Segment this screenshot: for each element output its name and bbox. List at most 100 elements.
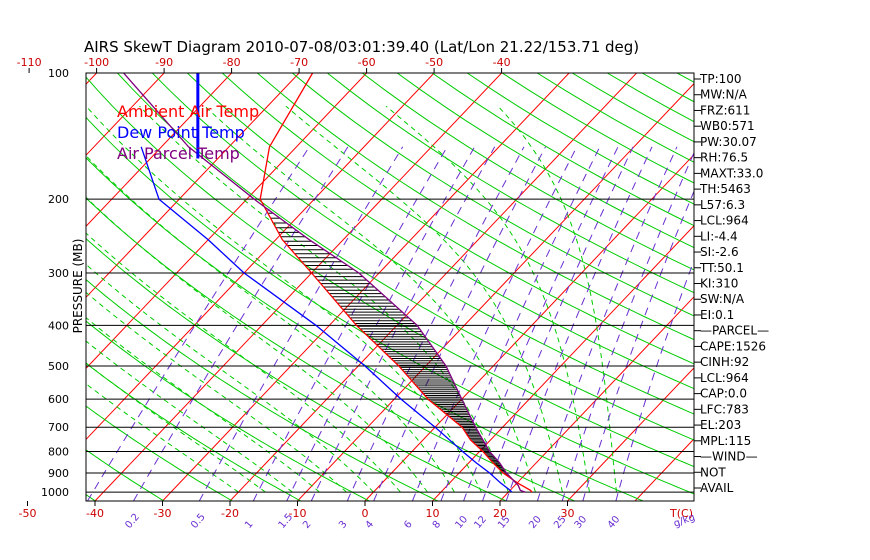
- dry-adiabat-line: [151, 73, 694, 415]
- isotherm-line: [94, 73, 502, 501]
- mixing-ratio-label: 10: [453, 514, 470, 531]
- top-temp-label: -100: [84, 56, 109, 69]
- top-temp-label: -80: [223, 56, 241, 69]
- dry-adiabat-line: [0, 73, 27, 501]
- pressure-tick-label: 200: [48, 193, 69, 206]
- pressure-tick-label: 600: [48, 393, 69, 406]
- mixing-ratio-line: [505, 146, 653, 501]
- top-temp-label: -70: [290, 56, 308, 69]
- index-value: EL:203: [700, 418, 741, 432]
- moist-adiabat-line: [204, 105, 536, 493]
- index-value: KI:310: [700, 277, 738, 291]
- mixing-ratio-label: 1: [243, 519, 256, 531]
- index-value: L57:6.3: [700, 198, 745, 212]
- isotherm-line: [86, 73, 232, 227]
- dry-adiabat-line: [86, 238, 507, 501]
- index-value: LI:-4.4: [700, 229, 738, 243]
- dry-adiabat-line: [86, 405, 233, 501]
- index-value: MPL:115: [700, 434, 751, 448]
- top-temp-label: -110: [17, 56, 42, 69]
- moist-adiabat-line: [86, 105, 482, 493]
- dry-adiabat-line: [291, 73, 694, 317]
- chart-title: AIRS SkewT Diagram 2010-07-08/03:01:39.4…: [84, 38, 639, 56]
- index-value: AVAIL: [700, 481, 734, 495]
- moist-adiabat-line: [86, 263, 374, 493]
- index-value: LFC:783: [700, 402, 749, 416]
- moist-adiabat-line: [86, 232, 401, 493]
- dry-adiabat-line: [86, 116, 694, 495]
- mixing-ratio-line: [582, 190, 694, 501]
- legend-dew-point-temp: Dew Point Temp: [117, 123, 245, 142]
- dry-adiabat-line: [256, 73, 694, 341]
- pressure-tick-label: 500: [48, 360, 69, 373]
- index-value: WB0:571: [700, 119, 755, 133]
- index-value: LCL:964: [700, 371, 749, 385]
- isotherm-line: [86, 73, 367, 370]
- dry-adiabat-line: [86, 320, 370, 501]
- moist-adiabat-line: [86, 291, 347, 493]
- index-value: TT:50.1: [699, 261, 744, 275]
- plot-frame: [85, 72, 695, 502]
- index-value: —WIND—: [700, 450, 758, 464]
- pressure-tick-label: 900: [48, 467, 69, 480]
- isotherm-line: [499, 296, 694, 501]
- pressure-tick-label: 1000: [41, 486, 69, 499]
- dry-adiabat-line: [396, 73, 694, 249]
- pressure-tick-label: 400: [48, 319, 69, 332]
- index-value: MW:N/A: [700, 88, 748, 102]
- mixing-ratio-label: 4: [364, 519, 377, 531]
- pressure-tick-label: 100: [48, 67, 69, 80]
- profile-air-parcel-temp: [123, 73, 526, 493]
- pressure-tick-label: 800: [48, 446, 69, 459]
- moist-adiabat-line: [86, 317, 320, 493]
- isotherm-line: [567, 367, 694, 501]
- isotherm-line: [0, 73, 29, 501]
- moist-adiabat-line: [86, 362, 266, 493]
- index-value: CAP:0.0: [700, 387, 747, 401]
- dry-adiabat-line: [186, 73, 694, 390]
- isotherm-line: [86, 73, 435, 441]
- legend: Ambient Air Temp Dew Point Temp Air Parc…: [117, 102, 259, 163]
- moist-adiabat-line: [86, 383, 239, 493]
- index-value: TH:5463: [699, 182, 751, 196]
- bottom-temp-label: 30: [561, 507, 575, 520]
- isotherm-line: [86, 73, 300, 299]
- index-value: CINH:92: [700, 355, 749, 369]
- bottom-temp-label: -30: [154, 507, 172, 520]
- moist-adiabat-line: [385, 105, 590, 493]
- mixing-ratio-label: 30: [573, 514, 590, 531]
- dry-adiabat-line: [326, 73, 694, 294]
- profile-dew-point-temp: [140, 146, 513, 493]
- index-value: —PARCEL—: [700, 324, 769, 338]
- mixing-ratio-label: 40: [606, 514, 623, 531]
- legend-ambient-air-temp: Ambient Air Temp: [117, 102, 259, 121]
- index-value: SI:-2.6: [700, 245, 739, 259]
- temp-unit-label: T(C): [669, 507, 693, 520]
- index-value: CAPE:1526: [700, 339, 766, 353]
- dry-adiabat-line: [86, 157, 644, 501]
- index-value: NOT: [700, 465, 726, 479]
- bottom-temp-label: -50: [19, 507, 37, 520]
- bottom-temp-label: -20: [221, 507, 239, 520]
- bottom-temp-label: -40: [86, 507, 104, 520]
- bottom-temp-label: 0: [362, 507, 369, 520]
- dry-adiabat-line: [86, 76, 694, 468]
- mixing-ratio-line: [87, 146, 310, 501]
- profiles: [123, 73, 533, 493]
- dry-adiabat-line: [86, 449, 165, 501]
- dry-adiabat-line: [117, 73, 694, 441]
- moist-adiabat-line: [285, 105, 563, 493]
- isobars: [86, 198, 694, 493]
- bottom-temp-label: 10: [426, 507, 440, 520]
- isotherm-line: [229, 73, 637, 501]
- pressure-tick-label: 300: [48, 267, 69, 280]
- bottom-temp-label: -10: [289, 507, 307, 520]
- dry-adiabat-line: [86, 278, 438, 501]
- moist-adiabat-line: [86, 340, 293, 493]
- index-value: SW:N/A: [700, 292, 745, 306]
- dry-adiabat-line: [466, 73, 694, 205]
- pressure-tick-label: 700: [48, 421, 69, 434]
- mixing-ratio-line: [561, 151, 694, 501]
